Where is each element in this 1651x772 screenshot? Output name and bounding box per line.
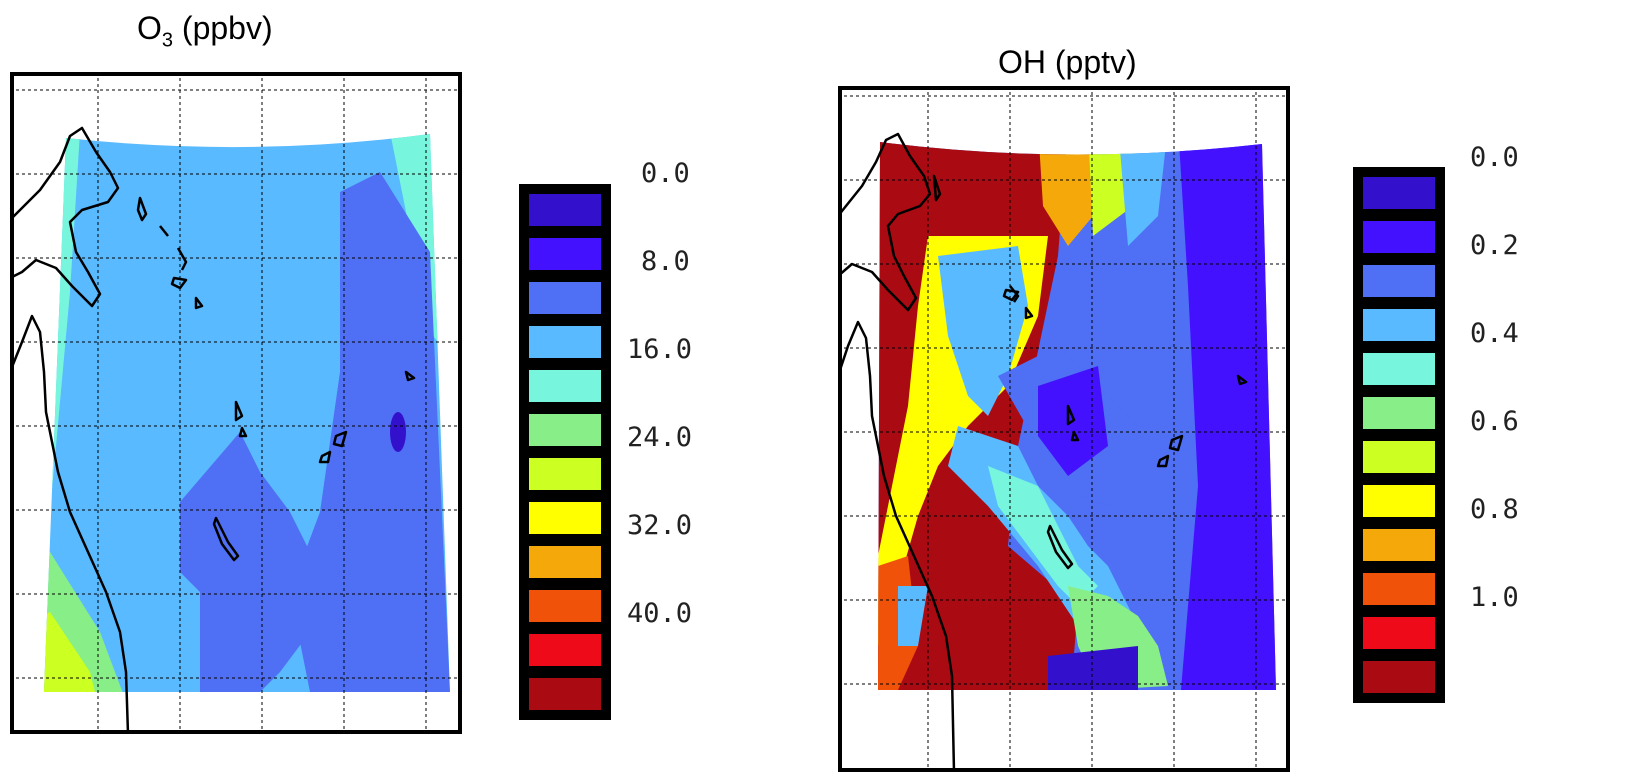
legend-swatch	[1363, 485, 1435, 517]
o3-legend-label: 0.0	[641, 158, 690, 189]
legend-swatch	[529, 238, 601, 270]
o3-legend-label: 24.0	[627, 422, 692, 453]
oh-legend-colorbar	[1353, 167, 1445, 703]
legend-swatch	[1363, 529, 1435, 561]
oh-map	[838, 86, 1290, 772]
legend-swatch	[529, 546, 601, 578]
legend-swatch	[529, 194, 601, 226]
legend-swatch	[1363, 309, 1435, 341]
o3-map	[10, 72, 462, 734]
oh-legend-label: 0.6	[1470, 406, 1519, 437]
legend-swatch	[529, 502, 601, 534]
oh-legend-label: 0.8	[1470, 494, 1519, 525]
legend-swatch	[529, 458, 601, 490]
legend-swatch	[1363, 397, 1435, 429]
oh-legend-label: 1.0	[1470, 582, 1519, 613]
legend-swatch	[1363, 353, 1435, 385]
o3-title-species: O	[137, 10, 162, 46]
legend-swatch	[1363, 265, 1435, 297]
o3-title-unit: (ppbv)	[182, 10, 273, 46]
o3-legend-label: 40.0	[627, 598, 692, 629]
oh-legend-label: 0.0	[1470, 142, 1519, 173]
legend-swatch	[1363, 617, 1435, 649]
oh-legend-label: 0.4	[1470, 318, 1519, 349]
legend-swatch	[1363, 441, 1435, 473]
o3-legend-label: 32.0	[627, 510, 692, 541]
o3-legend-label: 8.0	[641, 246, 690, 277]
legend-swatch	[1363, 573, 1435, 605]
legend-swatch	[529, 678, 601, 710]
oh-panel-title: OH (pptv)	[998, 44, 1137, 81]
legend-swatch	[1363, 221, 1435, 253]
legend-swatch	[529, 414, 601, 446]
legend-swatch	[529, 326, 601, 358]
oh-legend-label: 0.2	[1470, 230, 1519, 261]
legend-swatch	[529, 590, 601, 622]
legend-swatch	[529, 370, 601, 402]
o3-legend-colorbar	[519, 184, 611, 720]
o3-panel-title: O3 (ppbv)	[137, 10, 273, 52]
o3-legend-label: 16.0	[627, 334, 692, 365]
legend-swatch	[1363, 177, 1435, 209]
legend-swatch	[1363, 661, 1435, 693]
legend-swatch	[529, 634, 601, 666]
o3-title-subscript: 3	[162, 29, 173, 51]
legend-swatch	[529, 282, 601, 314]
